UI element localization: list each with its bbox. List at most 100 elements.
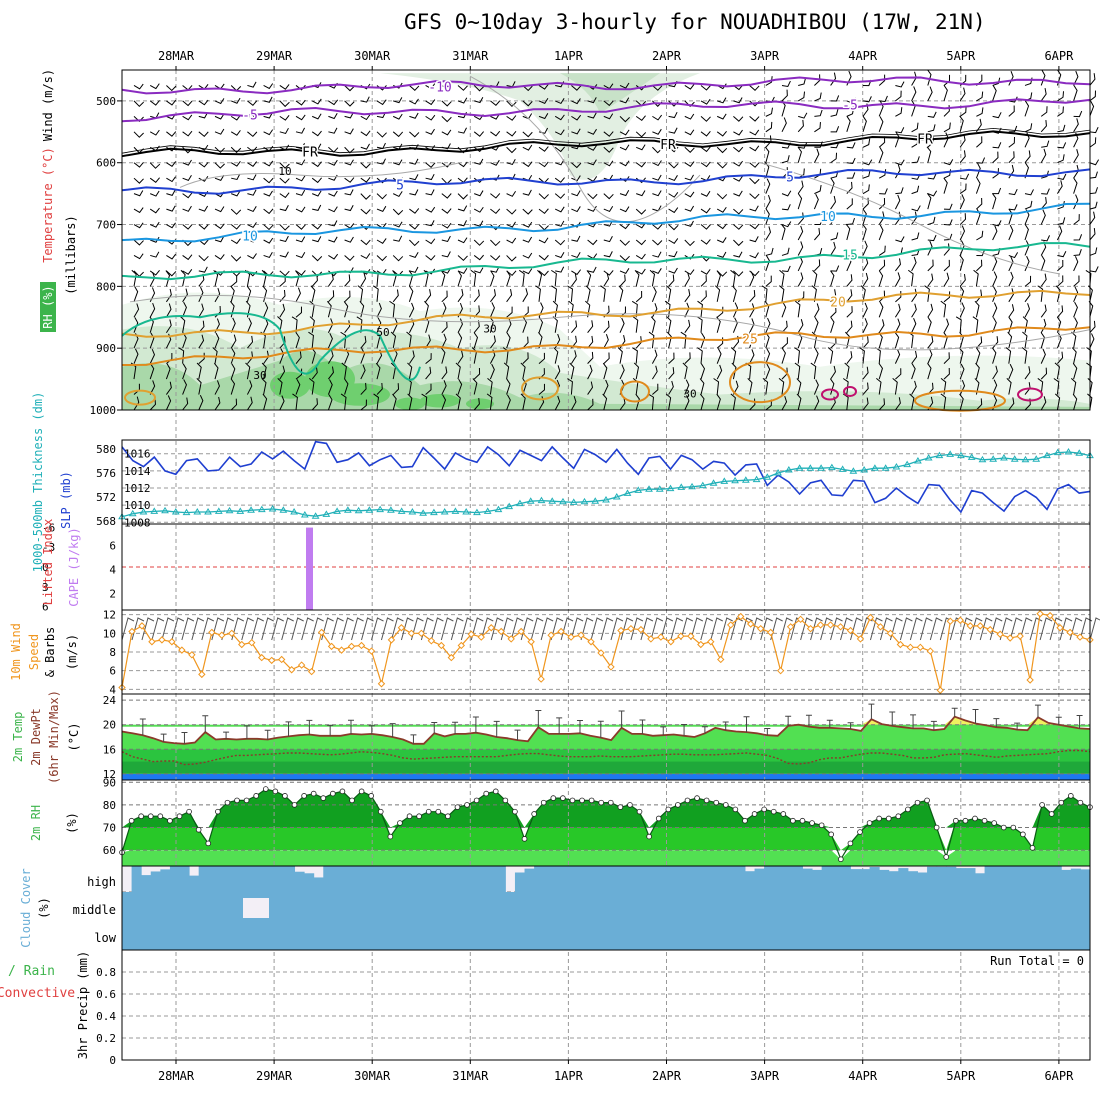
wind-speed-marker bbox=[756, 624, 765, 633]
wind-barb bbox=[571, 206, 581, 213]
wind-barb bbox=[344, 112, 354, 119]
cloud-bar bbox=[246, 866, 257, 892]
rh-marker bbox=[243, 797, 250, 804]
wind-barb bbox=[810, 617, 823, 641]
rh-marker bbox=[895, 813, 902, 820]
wind-barb bbox=[166, 189, 176, 196]
wind-barb bbox=[969, 617, 983, 641]
wind-barb bbox=[603, 334, 609, 349]
wind-barb bbox=[409, 158, 419, 165]
cloud-bar bbox=[1022, 866, 1033, 892]
wind-speed-marker bbox=[916, 643, 925, 652]
wind-barb bbox=[1057, 200, 1065, 210]
wind-barb bbox=[664, 300, 671, 318]
thickness-marker bbox=[935, 451, 944, 459]
wind-barb bbox=[246, 285, 252, 302]
wind-barb bbox=[1089, 187, 1098, 195]
wind-barb bbox=[537, 269, 543, 287]
wind-barb bbox=[230, 347, 236, 364]
wind-barb bbox=[846, 115, 851, 132]
cloud-bar bbox=[1070, 868, 1081, 892]
wind-barb bbox=[344, 146, 355, 154]
wind-barb bbox=[311, 177, 322, 184]
rh-marker bbox=[751, 811, 758, 817]
wind-barb bbox=[166, 222, 176, 229]
wind-barb bbox=[911, 318, 917, 333]
wind-barb bbox=[263, 112, 273, 119]
wind-barb bbox=[781, 395, 788, 411]
wind-barb bbox=[975, 362, 980, 380]
minmax-axis-label: (6hr Min/Max) bbox=[47, 690, 61, 784]
wind-barb bbox=[720, 617, 733, 641]
wind-barb bbox=[328, 220, 338, 227]
cloud-bar bbox=[639, 866, 650, 892]
wind-barb bbox=[554, 239, 566, 246]
wind-barb bbox=[295, 114, 306, 121]
wind-barb bbox=[425, 366, 432, 380]
rh-legend-swatch bbox=[40, 282, 56, 332]
wind-barb bbox=[619, 397, 626, 411]
wind-barb bbox=[441, 193, 452, 199]
wind-speed-marker bbox=[886, 629, 895, 638]
cloud-bar bbox=[946, 920, 957, 950]
thickness-marker bbox=[709, 479, 718, 486]
rh-contour-label: 50 bbox=[376, 326, 389, 339]
rh-marker bbox=[723, 802, 729, 808]
wind-barb bbox=[408, 302, 415, 318]
cloud-bar bbox=[208, 866, 219, 892]
wind-barb bbox=[376, 158, 386, 165]
wind-barb bbox=[894, 318, 901, 333]
min-max-whisker bbox=[1014, 722, 1021, 730]
thickness-marker bbox=[623, 489, 632, 496]
wind-barb bbox=[1037, 285, 1044, 302]
wind-barb bbox=[830, 95, 840, 102]
wind-barb bbox=[862, 336, 869, 349]
wind-barb bbox=[487, 378, 493, 395]
wind-barb bbox=[1008, 105, 1015, 117]
wind-barb bbox=[620, 617, 634, 641]
cloud-bar bbox=[361, 920, 372, 950]
min-max-whisker bbox=[556, 717, 563, 734]
wind-barb bbox=[166, 352, 173, 365]
wind-barb bbox=[571, 320, 578, 334]
temperature-contour bbox=[121, 168, 1091, 195]
wind-barb bbox=[473, 206, 484, 213]
cloud-bar bbox=[543, 866, 554, 892]
wind-barb bbox=[376, 99, 387, 106]
wind-barb bbox=[733, 270, 744, 277]
wind-barb bbox=[749, 205, 759, 212]
wind-speed-marker bbox=[327, 642, 336, 651]
wind-barb bbox=[522, 236, 533, 243]
wind-barb bbox=[813, 303, 820, 318]
wind-barb bbox=[895, 159, 905, 166]
wind-speed-marker bbox=[507, 635, 515, 643]
wind-barb bbox=[425, 353, 432, 365]
wind-barb bbox=[634, 270, 640, 287]
wind-barb bbox=[486, 393, 493, 411]
wind-barb bbox=[312, 143, 322, 150]
cloud-bar bbox=[1003, 920, 1014, 950]
wind-barb bbox=[814, 168, 822, 179]
wind-barb bbox=[376, 238, 387, 244]
wind-barb bbox=[765, 178, 771, 194]
wind-barb bbox=[522, 100, 533, 107]
wind-barb bbox=[830, 305, 837, 318]
wind-barb bbox=[198, 224, 209, 230]
wind-barb bbox=[1089, 90, 1096, 102]
temperature-contour-label: 15 bbox=[842, 249, 858, 264]
wind-barb bbox=[571, 190, 581, 197]
wind-barb bbox=[506, 378, 511, 395]
wind-barb bbox=[328, 253, 339, 260]
wind-barb bbox=[684, 319, 691, 334]
cloud-bar bbox=[361, 866, 372, 892]
wind-barb bbox=[149, 332, 155, 349]
wind-barb bbox=[813, 193, 819, 210]
wind-barb bbox=[684, 379, 690, 395]
thickness-tick-label: 580 bbox=[96, 443, 116, 456]
wind-barb bbox=[571, 114, 582, 121]
wind-barb bbox=[668, 380, 674, 395]
cloud-bar bbox=[313, 892, 324, 920]
wind-barb bbox=[846, 256, 852, 272]
wind-barb bbox=[311, 98, 322, 105]
wind-barb bbox=[959, 194, 965, 210]
